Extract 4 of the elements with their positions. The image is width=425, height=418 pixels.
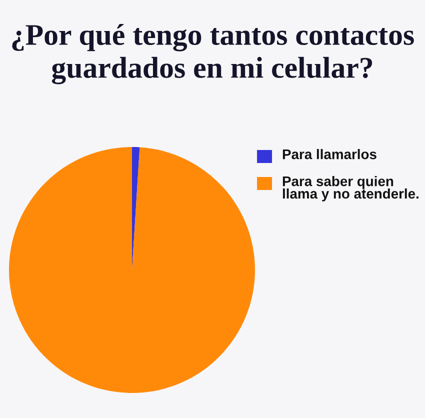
chart-title: ¿Por qué tengo tantos contactos guardados en mi celular? — [12, 24, 414, 84]
pie-slice — [9, 147, 255, 393]
legend-label: Para llamarlos — [282, 149, 376, 160]
legend-label: Para saber quien llama y no atenderle. — [282, 176, 418, 202]
